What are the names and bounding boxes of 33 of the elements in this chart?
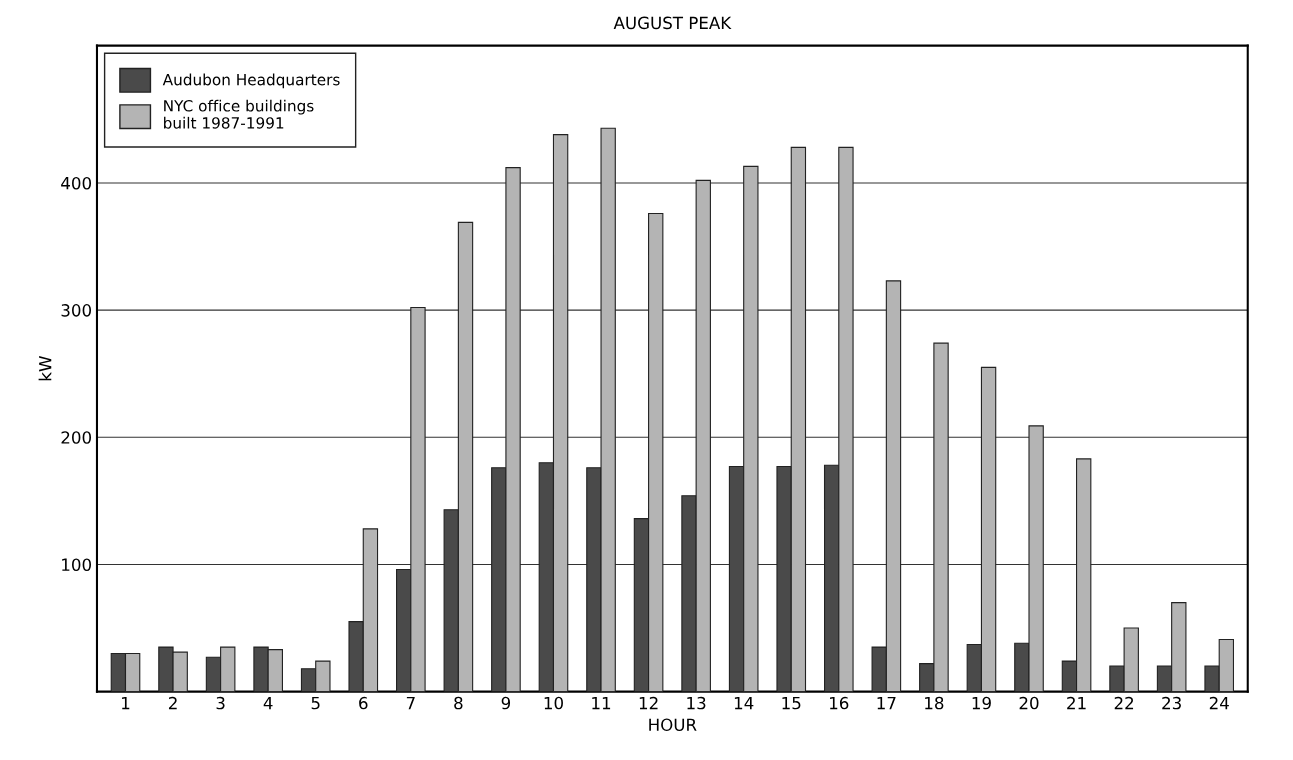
x-tick-label: 7 bbox=[406, 696, 415, 710]
x-tick-label: 14 bbox=[734, 696, 754, 710]
x-tick-label: 10 bbox=[544, 696, 563, 710]
x-tick-label: 3 bbox=[216, 696, 225, 710]
legend-label: NYC office buildings built 1987-1991 bbox=[164, 99, 314, 129]
y-tick-label: 200 bbox=[61, 431, 92, 444]
legend-label: Audubon Headquarters bbox=[162, 73, 340, 89]
x-tick-label: 4 bbox=[263, 696, 273, 710]
x-axis-title: HOUR bbox=[649, 718, 697, 732]
y-axis-title: kW bbox=[38, 356, 52, 381]
x-tick-label: 24 bbox=[1209, 696, 1229, 710]
x-tick-label: 20 bbox=[1019, 696, 1039, 710]
x-tick-label: 23 bbox=[1162, 696, 1181, 710]
x-tick-label: 17 bbox=[877, 696, 896, 710]
x-tick-label: 22 bbox=[1114, 696, 1134, 710]
y-tick-label: 300 bbox=[61, 304, 92, 317]
chart-title: AUGUST PEAK bbox=[613, 16, 732, 30]
x-tick-label: 21 bbox=[1067, 696, 1086, 710]
x-tick-label: 13 bbox=[687, 696, 706, 710]
x-tick-label: 12 bbox=[639, 696, 658, 710]
x-tick-label: 1 bbox=[122, 696, 130, 710]
x-tick-label: 11 bbox=[592, 696, 611, 710]
x-tick-label: 6 bbox=[359, 696, 368, 710]
x-tick-label: 2 bbox=[168, 696, 177, 710]
y-tick-label: 400 bbox=[61, 176, 92, 190]
x-tick-label: 16 bbox=[830, 696, 849, 710]
x-tick-label: 5 bbox=[311, 696, 320, 710]
x-tick-label: 19 bbox=[972, 696, 991, 710]
x-tick-label: 15 bbox=[782, 696, 801, 710]
y-tick-label: 100 bbox=[62, 558, 92, 571]
x-tick-label: 8 bbox=[454, 696, 463, 710]
x-tick-label: 9 bbox=[501, 696, 511, 710]
x-tick-label: 18 bbox=[925, 696, 944, 710]
